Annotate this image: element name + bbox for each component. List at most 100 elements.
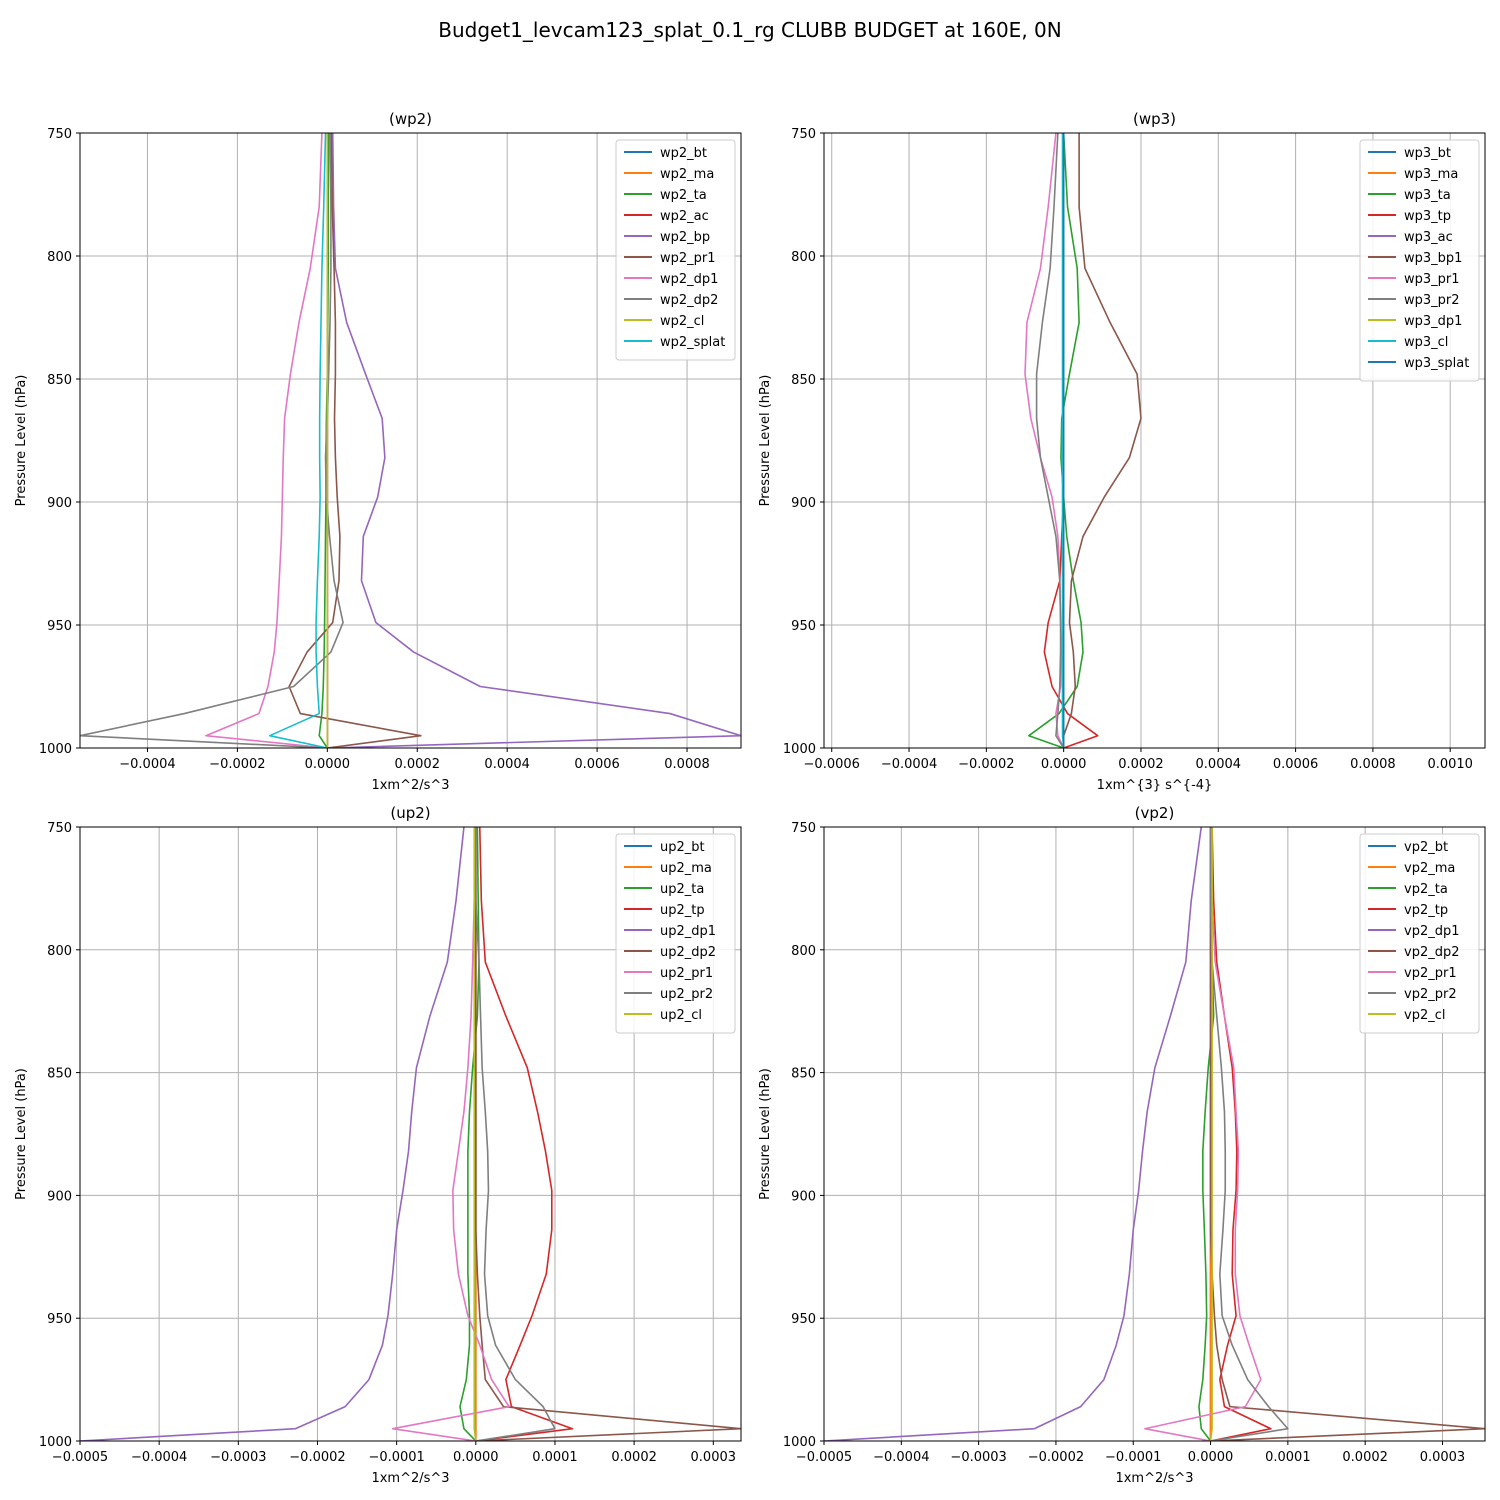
series-line-vp2_pr2 [1209, 827, 1289, 1441]
x-tick-label: −0.0004 [119, 757, 175, 772]
series-line-vp2_pr1 [1144, 827, 1262, 1441]
axes-frame [79, 132, 742, 749]
legend-label-wp2_ac: wp2_ac [660, 209, 709, 224]
series-line-wp3_bp1 [1062, 133, 1142, 748]
y-tick-label: 950 [47, 619, 72, 634]
x-axis-ticks: −0.0006 −0.0004 −0.0002 0.0000 0.0002 0.0004 0… [804, 748, 1473, 772]
x-tick-label: 0.0004 [484, 757, 530, 772]
legend: up2_bt up2_ma up2_ta up2_tp up2_dp1 up2_dp2up… [615, 833, 736, 1034]
series-line-up2_dp1 [80, 827, 465, 1441]
series-line-up2_tp [475, 827, 574, 1441]
legend-label-up2_pr2: up2_pr2 [660, 987, 713, 1002]
subplots-grid: −0.0004 −0.0002 0.0000 0.0002 0.0004 0.0006 0.… [14, 110, 1486, 1486]
x-tick-label: −0.0003 [210, 1450, 266, 1465]
series-lines [80, 827, 741, 1441]
y-tick-label: 800 [791, 944, 816, 959]
legend-label-vp2_ma: vp2_ma [1404, 861, 1455, 876]
axes-frame [79, 826, 742, 1442]
series-line-wp2_pr1 [288, 133, 422, 748]
legend-label-vp2_dp2: vp2_dp2 [1404, 945, 1460, 960]
x-tick-label: 0.0000 [1188, 1450, 1234, 1465]
y-tick-label: 950 [47, 1312, 72, 1327]
x-tick-label: 0.0010 [1427, 757, 1473, 772]
y-axis-ticks: 750 800 850 900 950 1000 [783, 127, 824, 757]
series-line-up2_ta [459, 827, 480, 1441]
y-tick-label: 900 [47, 1189, 72, 1204]
subplot-wp3: −0.0006 −0.0004 −0.0002 0.0000 0.0002 0.0004 0… [758, 110, 1486, 793]
subplot-title: (up2) [390, 804, 430, 822]
x-axis-label: 1xm^{3} s^{-4} [1097, 778, 1213, 793]
axes-frame [823, 826, 1486, 1442]
y-tick-label: 1000 [783, 742, 816, 757]
y-axis-label: Pressure Level (hPa) [758, 375, 773, 507]
legend-label-up2_cl: up2_cl [660, 1008, 702, 1023]
legend-label-vp2_ta: vp2_ta [1404, 882, 1448, 897]
y-tick-label: 850 [791, 1067, 816, 1082]
y-axis-label: Pressure Level (hPa) [14, 1068, 29, 1200]
y-tick-label: 900 [791, 1189, 816, 1204]
y-tick-label: 1000 [39, 1435, 72, 1450]
legend: vp2_bt vp2_ma vp2_ta vp2_tp vp2_dp1 vp2_dp2vp… [1359, 833, 1480, 1034]
x-tick-label: −0.0004 [881, 757, 937, 772]
x-tick-label: −0.0002 [958, 757, 1014, 772]
series-line-up2_dp2 [475, 827, 741, 1441]
y-tick-label: 950 [791, 1312, 816, 1327]
x-tick-label: −0.0002 [1028, 1450, 1084, 1465]
series-line-wp2_bp [327, 133, 741, 748]
series-line-vp2_dp2 [1209, 827, 1485, 1441]
y-tick-label: 850 [791, 373, 816, 388]
y-tick-label: 1000 [783, 1435, 816, 1450]
legend-label-up2_tp: up2_tp [660, 903, 705, 918]
legend-label-up2_bt: up2_bt [660, 840, 705, 855]
series-line-up2_cl [473, 827, 477, 1441]
subplot-vp2: −0.0005 −0.0004 −0.0003 −0.0002 −0.0001 0.000… [758, 804, 1486, 1486]
series-line-up2_pr2 [475, 827, 556, 1441]
y-tick-label: 750 [791, 127, 816, 142]
series-line-up2_pr1 [391, 827, 510, 1441]
subplot-title: (vp2) [1135, 804, 1175, 822]
legend-label-vp2_bt: vp2_bt [1404, 840, 1448, 855]
y-tick-label: 850 [47, 373, 72, 388]
legend-label-wp2_splat: wp2_splat [660, 335, 725, 350]
subplot-up2: −0.0005 −0.0004 −0.0003 −0.0002 −0.0001 0.000… [14, 804, 742, 1486]
x-axis-label: 1xm^2/s^3 [371, 778, 449, 793]
y-tick-label: 750 [791, 821, 816, 836]
x-axis-label: 1xm^2/s^3 [371, 1471, 449, 1486]
y-tick-label: 900 [791, 496, 816, 511]
legend-label-wp2_pr1: wp2_pr1 [660, 251, 716, 266]
y-tick-label: 750 [47, 127, 72, 142]
series-line-wp3_cl [1061, 133, 1065, 748]
series-lines [824, 827, 1485, 1441]
x-tick-label: 0.0001 [532, 1450, 578, 1465]
x-tick-label: 0.0002 [1342, 1450, 1388, 1465]
x-tick-label: 0.0008 [664, 757, 710, 772]
x-tick-label: 0.0004 [1196, 757, 1242, 772]
series-lines [80, 133, 741, 748]
y-tick-label: 1000 [39, 742, 72, 757]
y-tick-label: 750 [47, 821, 72, 836]
x-tick-label: 0.0006 [574, 757, 620, 772]
legend-label-wp3_cl: wp3_cl [1404, 335, 1448, 350]
legend-label-vp2_tp: vp2_tp [1404, 903, 1448, 918]
legend-label-wp3_splat: wp3_splat [1404, 356, 1469, 371]
legend-label-up2_ta: up2_ta [660, 882, 704, 897]
legend-label-wp2_bp: wp2_bp [660, 230, 710, 245]
x-tick-label: −0.0005 [796, 1450, 852, 1465]
x-tick-label: −0.0002 [289, 1450, 345, 1465]
legend-label-wp3_bp1: wp3_bp1 [1404, 251, 1462, 266]
x-tick-label: 0.0002 [611, 1450, 657, 1465]
legend-label-wp2_dp2: wp2_dp2 [660, 293, 718, 308]
y-axis-label: Pressure Level (hPa) [14, 375, 29, 507]
legend-label-wp3_ac: wp3_ac [1404, 230, 1453, 245]
series-line-vp2_dp1 [824, 827, 1203, 1441]
legend-label-up2_dp1: up2_dp1 [660, 924, 716, 939]
x-tick-label: 0.0000 [453, 1450, 499, 1465]
x-tick-label: 0.0000 [1041, 757, 1087, 772]
y-tick-label: 950 [791, 619, 816, 634]
legend-label-vp2_pr2: vp2_pr2 [1404, 987, 1457, 1002]
x-tick-label: −0.0004 [131, 1450, 187, 1465]
x-tick-label: 0.0000 [305, 757, 351, 772]
series-line-wp3_pr2 [1035, 133, 1065, 748]
